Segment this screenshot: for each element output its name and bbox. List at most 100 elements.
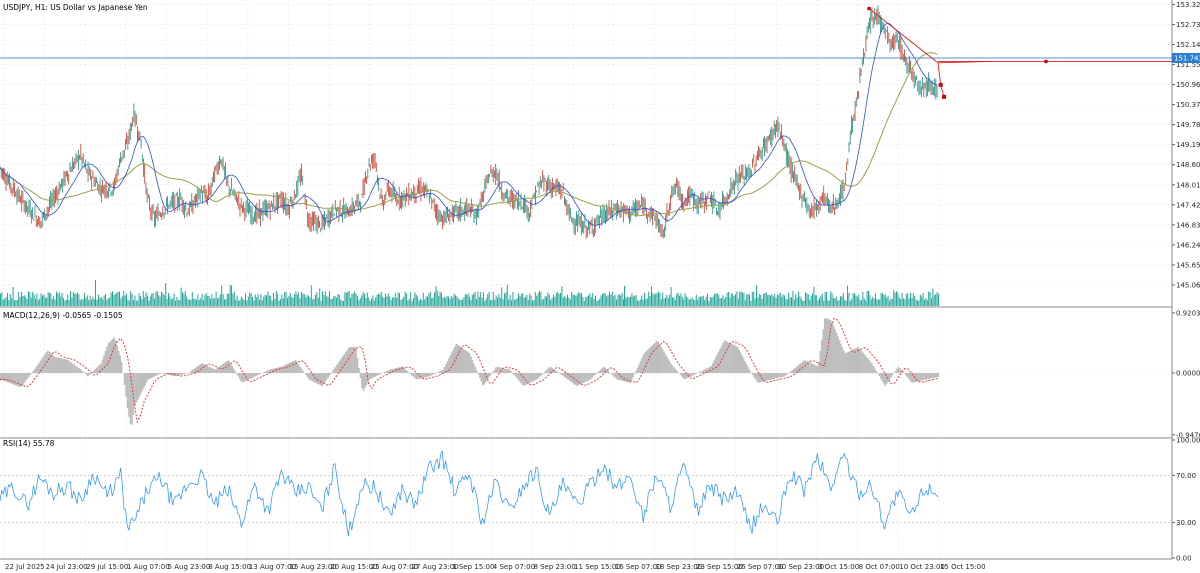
macd-bar [10,373,12,384]
volume-bar [452,297,454,306]
volume-bar [459,300,461,306]
volume-bar [520,294,522,306]
volume-bar [271,300,273,306]
volume-bar [779,292,781,306]
volume-bar [133,299,134,306]
forecast-projection[interactable] [937,62,945,97]
volume-bar [791,297,792,306]
volume-bar [529,293,531,306]
macd-bar [131,373,133,425]
macd-bar [871,363,873,374]
volume-bar [782,294,784,306]
volume-bar [611,291,613,306]
volume-bar [323,295,325,306]
macd-bar [263,371,266,374]
volume-bar [392,297,393,306]
macd-bar [474,367,477,374]
macd-bar [510,370,512,374]
macd-bar [468,353,471,374]
volume-bar [796,297,798,306]
volume-bar [876,299,878,306]
macd-pane[interactable]: MACD(12,26,9) -0.0565 -0.1505 [0,311,940,425]
macd-bar [644,352,646,374]
volume-bar [691,297,693,306]
macd-bar [47,350,49,374]
macd-bar [141,373,144,392]
macd-bar [445,364,447,374]
macd-bar [614,373,617,378]
macd-bar [464,350,466,374]
forecast-start-point[interactable] [867,6,871,11]
fast-moving-average [0,22,938,227]
volume-bar [12,286,14,306]
macd-bar [567,373,570,380]
volume-bar [548,294,550,306]
forecast-line[interactable] [868,8,939,64]
volume-bar [33,294,35,306]
volume-bar [501,287,503,306]
macd-bar [256,373,259,376]
volume-bar [480,292,482,306]
macd-bar [583,373,586,383]
volume-bar [618,294,620,306]
level-anchor[interactable] [1044,59,1048,64]
macd-bar [484,373,487,383]
macd-bar [76,367,79,374]
macd-bar [237,373,239,377]
macd-bar [163,373,166,374]
volume-bar [827,300,829,306]
macd-bar [28,373,30,377]
volume-bar [554,296,556,306]
macd-bar [106,346,108,374]
macd-tick-label: 0.9203 [1176,309,1200,317]
macd-bar [533,373,536,381]
volume-bar [901,292,903,306]
volume-bar [351,293,353,306]
macd-bar [486,373,489,381]
volume-bar [84,293,85,306]
volume-bar [652,293,654,306]
macd-bar [529,373,531,383]
macd-bar [283,365,285,374]
macd-bar [663,351,665,374]
volume-bar [197,294,199,306]
macd-bar [645,351,648,374]
volume-bar [604,293,606,306]
volume-bar [166,298,168,306]
volume-bar [107,297,109,306]
macd-bar [285,364,288,374]
macd-bar [48,351,51,374]
macd-bar [328,373,331,376]
volume-bar [319,288,321,306]
macd-bar [731,344,733,374]
macd-bar [626,373,629,382]
volume-bar [425,296,427,306]
macd-bar [532,373,534,382]
volume-bar [659,292,661,306]
macd-bar [70,362,73,374]
volume-bar [159,296,161,306]
volume-bar [781,296,783,306]
volume-bar [141,299,143,306]
volume-bar [57,293,59,306]
macd-bar [595,373,598,374]
volume-bar [551,297,553,306]
volume-bar [463,297,465,306]
macd-bar [726,341,729,374]
rsi-pane[interactable]: RSI(14) 55.78 [0,439,939,537]
macd-bar [26,373,29,379]
volume-bar [371,298,372,306]
volume-bar [238,300,239,306]
macd-bar [257,373,260,375]
macd-bar [60,358,63,374]
volume-bar [616,299,617,306]
volume-bar [732,293,734,306]
macd-bar [561,373,564,376]
volume-bar [847,285,848,306]
volume-bar [375,297,377,306]
macd-bar [392,368,394,374]
volume-bar [151,293,153,306]
price-pane[interactable]: USDJPY, H1: US Dollar vs Japanese Yen [0,3,1172,239]
volume-bar [848,292,850,306]
